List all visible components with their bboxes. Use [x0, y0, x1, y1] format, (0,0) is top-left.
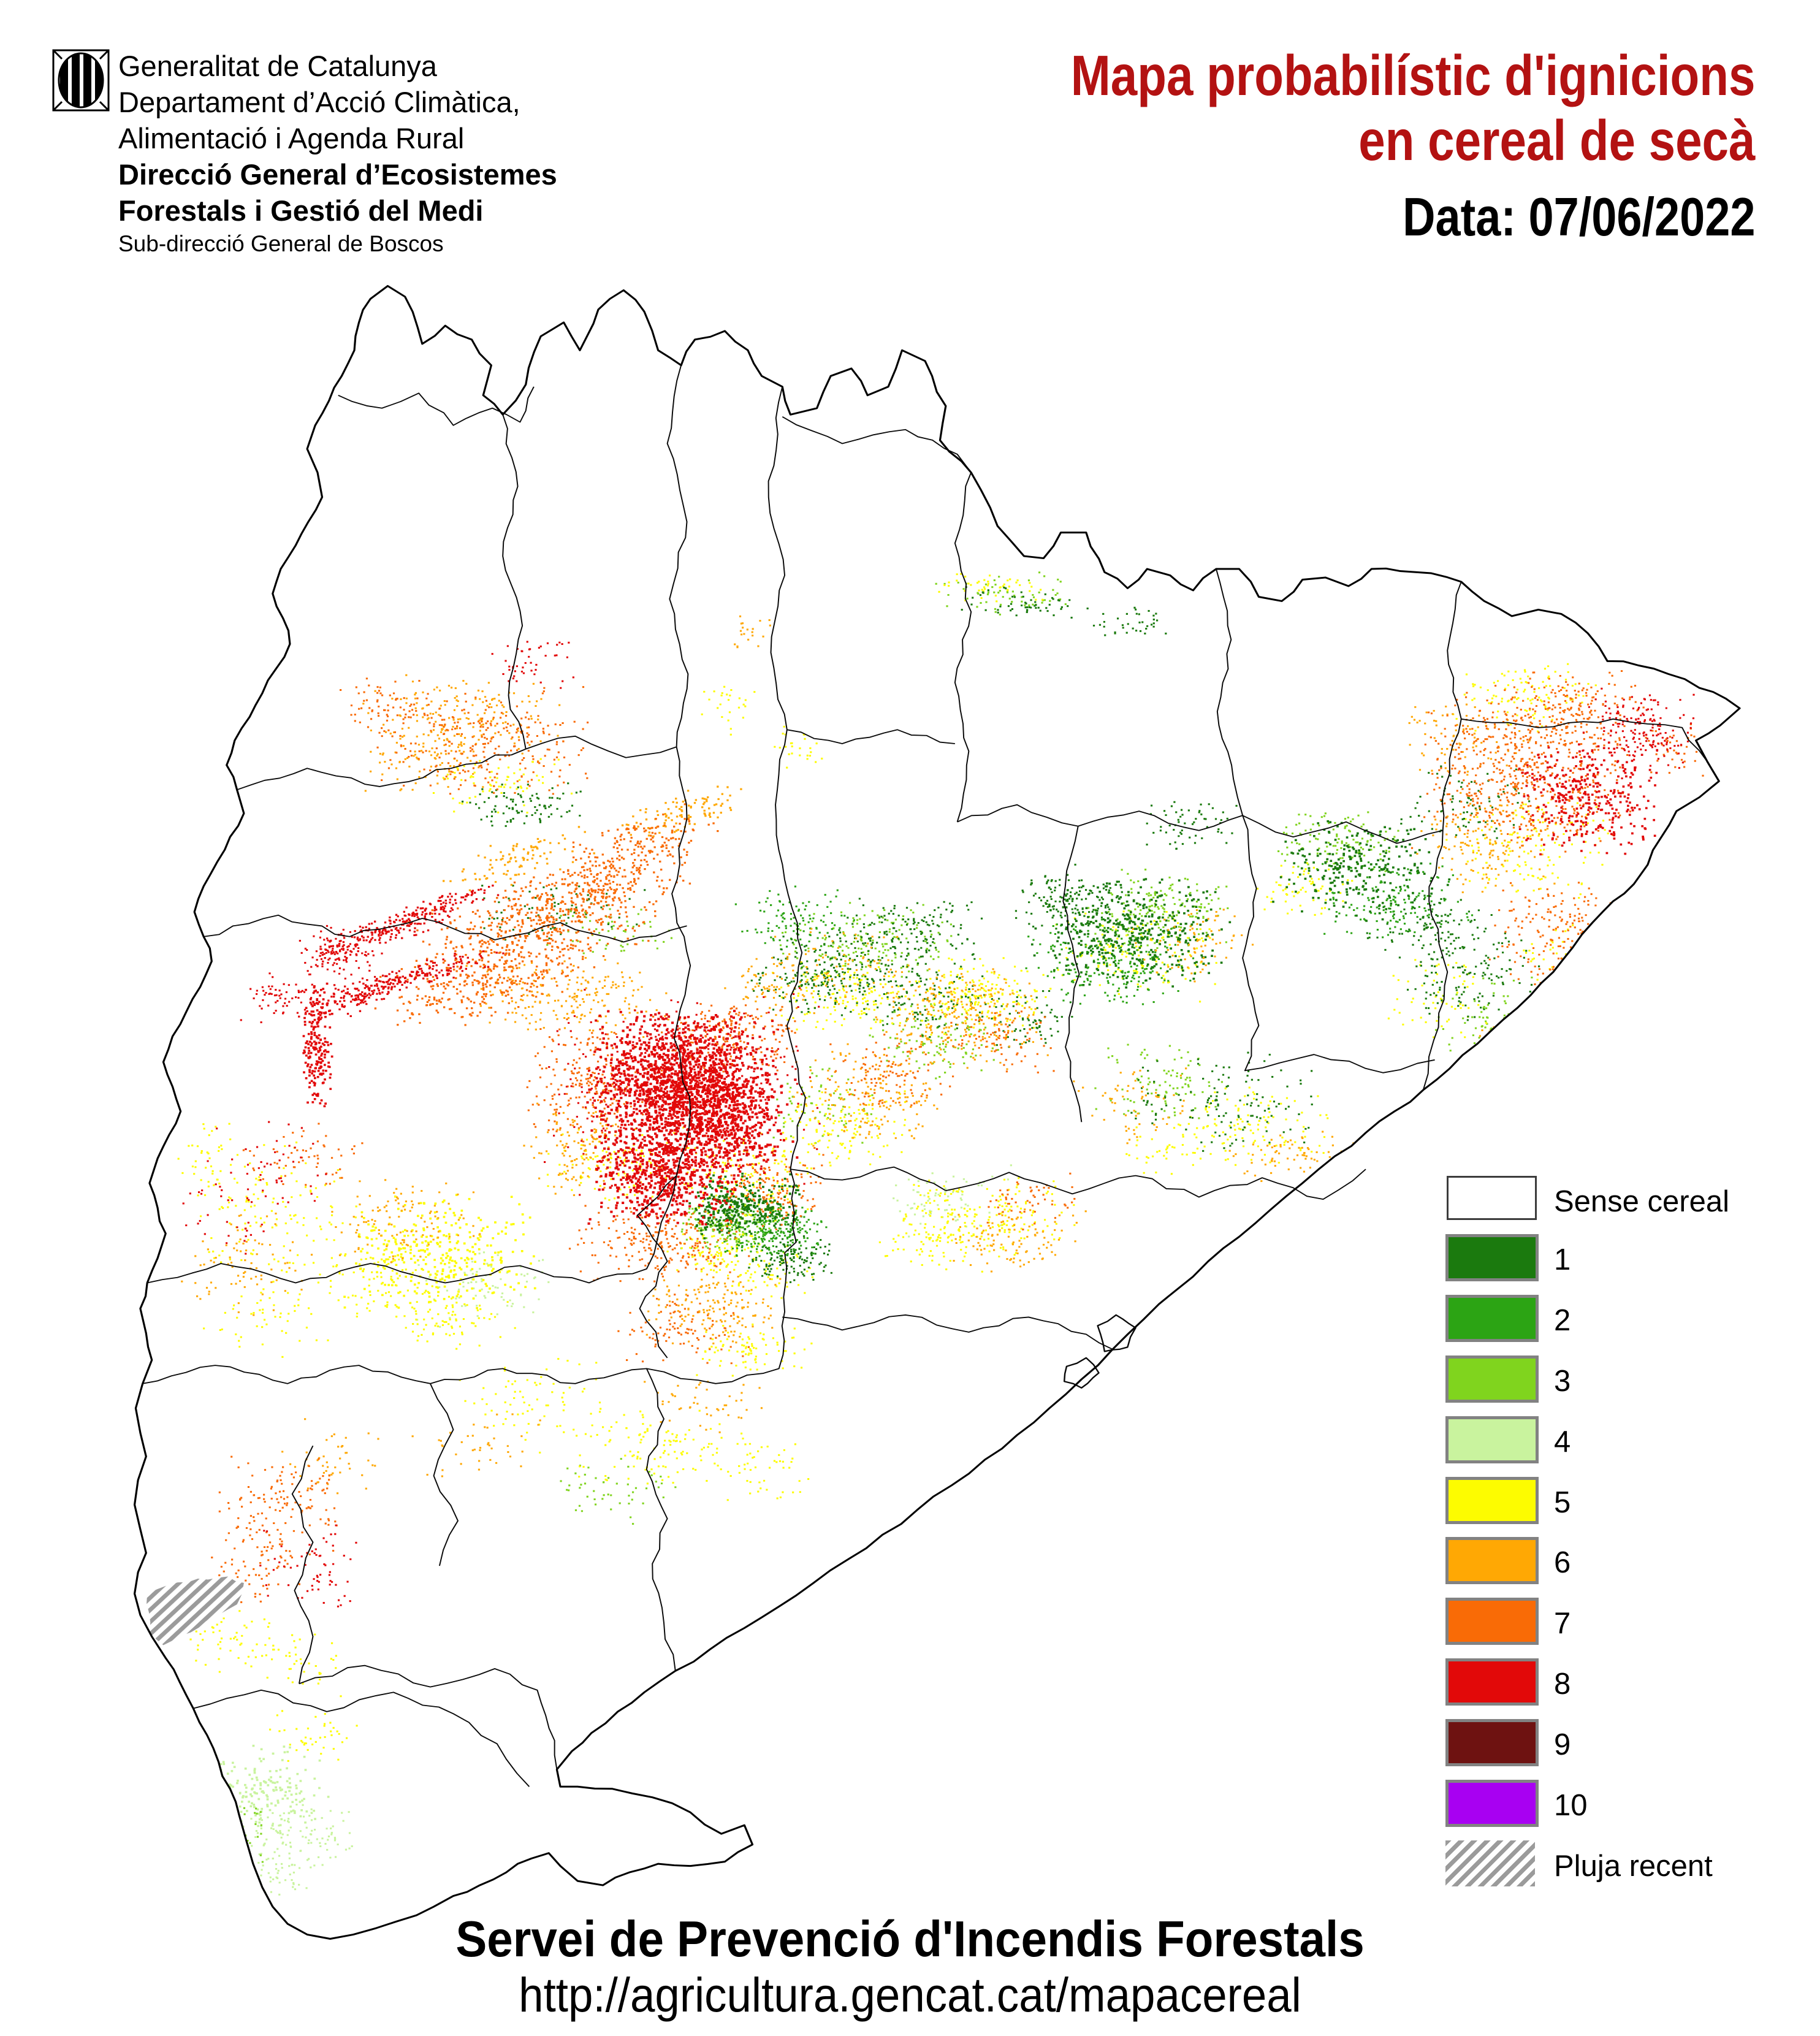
comarca-border-line: [945, 1169, 1366, 1200]
comarca-border-line: [645, 1368, 676, 1671]
legend-label: 1: [1554, 1243, 1571, 1276]
comarca-border-line: [291, 1445, 314, 1684]
legend-swatch-level-7: [1445, 1598, 1539, 1645]
comarca-border-line: [666, 365, 689, 819]
comarca-border-line: [1062, 826, 1083, 1123]
map-date: Data: 07/06/2022: [1402, 186, 1755, 247]
comarca-border-line: [954, 472, 972, 822]
rain-hatch-area: [147, 1576, 244, 1645]
comarca-border-line: [784, 879, 806, 1254]
legend-label: 10: [1554, 1789, 1588, 1822]
footer-service-name: Servei de Prevenció d'Incendis Forestals: [455, 1910, 1365, 1967]
direction-line-2: Forestals i Gestió del Medi: [118, 194, 484, 227]
comarca-border-line: [147, 1175, 677, 1284]
comarca-border-line: [786, 729, 955, 744]
comarca-borders: [142, 365, 1708, 1787]
senyera-shield-icon: [52, 49, 110, 112]
direction-line-1: Direcció General d’Ecosistemes: [118, 158, 557, 191]
org-line-3: Alimentació i Agenda Rural: [118, 122, 465, 154]
dots-level-3: [189, 571, 1556, 1863]
legend-swatch-rain-hatch: [1445, 1840, 1535, 1886]
map-title-line-2: en cereal de secà: [1358, 109, 1755, 172]
legend-swatch-no-cereal: [1447, 1176, 1537, 1220]
ignition-probability-dots: [177, 571, 1707, 1897]
comarca-border-line: [237, 748, 527, 791]
legend-label: 4: [1554, 1425, 1571, 1458]
dots-level-7: [205, 670, 1707, 1605]
legend-swatch-level-5: [1445, 1477, 1539, 1524]
recent-rain-patch: [147, 1576, 244, 1645]
legend-label: 6: [1554, 1546, 1571, 1579]
comarca-border-line: [1215, 568, 1244, 816]
comarca-border-line: [430, 1383, 459, 1566]
comarca-border-line: [525, 735, 677, 758]
comarca-border-line: [338, 386, 535, 426]
comarca-border-line: [502, 414, 527, 749]
comarca-border-line: [204, 914, 687, 943]
legend-label: 2: [1554, 1304, 1571, 1337]
comarca-border-line: [1461, 718, 1708, 763]
legend-swatch-level-6: [1445, 1537, 1539, 1584]
urban-boundary-blob: [1097, 1314, 1137, 1352]
legend-label: 7: [1554, 1607, 1571, 1640]
legend-swatch-level-3: [1445, 1355, 1539, 1403]
org-line-2: Departament d’Acció Climàtica,: [118, 86, 520, 118]
legend-swatch-level-2: [1445, 1295, 1539, 1342]
legend-label: 8: [1554, 1668, 1571, 1701]
comarca-border-line: [767, 386, 788, 880]
subdirection-line: Sub-direcció General de Boscos: [118, 231, 444, 256]
dots-level-5: [177, 573, 1620, 1762]
org-line-1: Generalitat de Catalunya: [118, 50, 437, 82]
legend-label: Sense cereal: [1554, 1185, 1730, 1218]
comarca-border-line: [142, 1252, 788, 1384]
legend-label: 3: [1554, 1365, 1571, 1398]
comarca-border-line: [299, 1664, 558, 1770]
catalonia-map: [37, 245, 1814, 1950]
generalitat-logo: [52, 49, 110, 115]
dots-level-6: [181, 615, 1570, 1495]
legend-swatch-level-10: [1445, 1780, 1539, 1827]
comarca-border-line: [782, 1314, 1113, 1350]
comarca-border-line: [782, 416, 972, 473]
legend-label: 5: [1554, 1486, 1571, 1519]
legend-swatch-level-8: [1445, 1658, 1539, 1706]
map-title-line-1: Mapa probabilístic d'ignicions: [1070, 44, 1755, 107]
footer: Servei de Prevenció d'Incendis Forestals…: [73, 1910, 1747, 2022]
legend-swatch-level-9: [1445, 1719, 1539, 1766]
comarca-border-line: [790, 1166, 946, 1191]
comarca-border-line: [1441, 581, 1462, 831]
comarca-border-line: [1242, 815, 1435, 1073]
map-svg: [133, 284, 1741, 1940]
comarca-border-line: [193, 1689, 530, 1787]
comarca-border-line: [671, 818, 691, 1176]
footer-url: http://agricultura.gencat.cat/mapacereal: [519, 1967, 1301, 2022]
comarca-border-line: [957, 804, 1243, 831]
comarca-border-line: [1242, 815, 1443, 844]
legend-label: 9: [1554, 1728, 1571, 1761]
comarca-border-line: [1422, 830, 1449, 1091]
urban-boundary-blob: [1063, 1357, 1100, 1389]
legend-swatch-level-4: [1445, 1416, 1539, 1463]
legend: Sense cereal 1 2 3 4 5 6 7 8 9 10 Pluja recent: [1445, 1176, 1813, 1893]
catalonia-outline: [133, 284, 1741, 1940]
legend-swatch-level-1: [1445, 1234, 1539, 1281]
legend-label: Pluja recent: [1554, 1850, 1713, 1883]
department-block: Generalitat de Catalunya Departament d’A…: [118, 48, 557, 259]
comarca-border-line: [636, 1175, 677, 1359]
title-block: Mapa probabilístic d'ignicions en cereal…: [1070, 43, 1755, 248]
